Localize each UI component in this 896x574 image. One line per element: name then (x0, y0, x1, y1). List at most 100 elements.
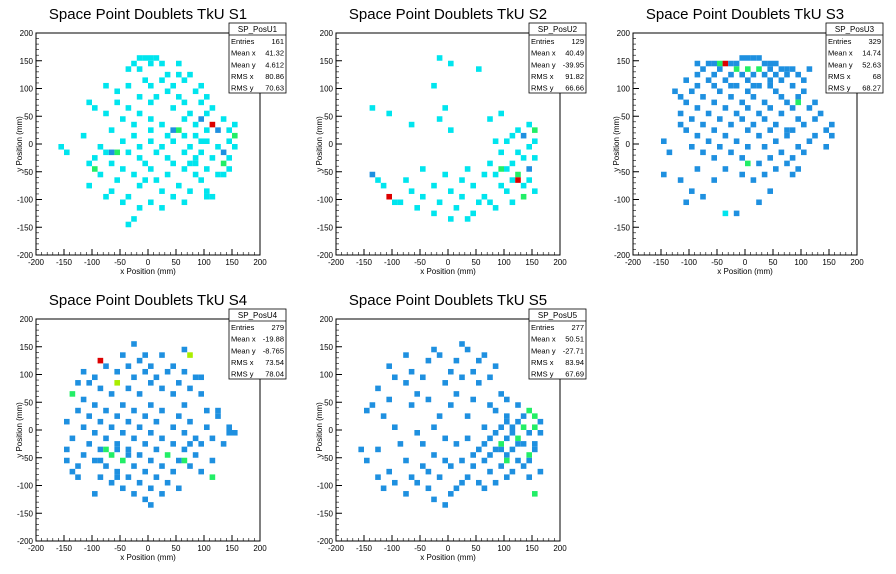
histogram-bin (498, 446, 504, 453)
histogram-bin (464, 413, 471, 419)
histogram-bin (75, 380, 81, 386)
histogram-bin (148, 502, 154, 508)
histogram-bin (215, 407, 221, 414)
histogram-bin (789, 171, 796, 178)
x-tick-label: 100 (794, 258, 808, 267)
histogram-bin (515, 171, 521, 178)
histogram-bin (728, 71, 734, 78)
histogram-bin (215, 171, 221, 178)
histogram-bin (722, 60, 729, 67)
stats-row-label: Mean y (231, 60, 256, 69)
histogram-bin (778, 66, 785, 72)
histogram-bin (75, 463, 81, 469)
histogram-bin (778, 94, 785, 100)
histogram-bin (159, 435, 165, 442)
histogram-bin (464, 435, 471, 442)
histogram-bin (192, 435, 199, 442)
histogram-bin (767, 66, 773, 72)
stats-box: SP_PosU1 Entries 161 Mean x 41.32 Mean y 4.612… (228, 22, 287, 94)
histogram-bin (476, 357, 482, 364)
histogram-bin (745, 160, 751, 167)
histogram-bin (170, 468, 176, 475)
histogram-bin (125, 446, 132, 453)
x-tick-label: -200 (328, 258, 345, 267)
x-tick-label: 150 (822, 258, 836, 267)
histogram-bin (425, 468, 432, 475)
histogram-bin (773, 60, 779, 67)
y-tick-label: 50 (621, 112, 630, 121)
histogram-bin (103, 446, 109, 453)
y-tick-label: 200 (20, 315, 34, 324)
histogram-bin (397, 199, 404, 206)
histogram-bin (448, 127, 454, 133)
histogram-bin (92, 155, 98, 161)
histogram-bin (232, 430, 238, 436)
histogram-bin (526, 457, 532, 464)
histogram-bin (386, 468, 392, 475)
x-tick-label: 100 (197, 544, 211, 553)
histogram-bin (114, 149, 120, 156)
histogram-bin (125, 105, 132, 111)
stats-row-label: Entries (231, 323, 255, 332)
histogram-bin (784, 132, 790, 139)
histogram-bin (717, 88, 723, 95)
histogram-bin (142, 160, 148, 167)
stats-row-value: -39.95 (563, 60, 584, 69)
x-tick-label: 150 (525, 258, 539, 267)
y-axis-label: y Position (mm) (15, 116, 24, 172)
histogram-bin (520, 132, 527, 139)
y-tick-label: 0 (626, 140, 631, 149)
histogram-bin (97, 446, 104, 453)
y-tick-label: -200 (317, 251, 334, 260)
histogram-bin (148, 363, 154, 369)
histogram-bin (136, 424, 143, 430)
x-tick-label: 50 (172, 258, 181, 267)
histogram-bin (198, 441, 204, 447)
x-tick-label: -100 (84, 258, 101, 267)
y-axis-label: y Position (mm) (315, 116, 324, 172)
histogram-bin (767, 82, 773, 89)
x-tick-label: 0 (146, 544, 151, 553)
x-tick-label: -100 (384, 544, 401, 553)
histogram-bin (761, 60, 768, 67)
histogram-bin (509, 446, 516, 453)
histogram-bin (526, 452, 532, 458)
histogram-bin (773, 71, 779, 78)
histogram-bin (364, 407, 370, 414)
histogram-bin (442, 435, 448, 442)
histogram-bin (187, 110, 193, 117)
histogram-bin (778, 77, 785, 83)
histogram-bin (448, 368, 454, 375)
histogram-bin (131, 60, 137, 67)
histogram-bin (750, 82, 757, 89)
histogram-bin (114, 380, 120, 386)
histogram-bin (97, 418, 104, 425)
histogram-bin (739, 171, 745, 178)
histogram-bin (705, 110, 712, 117)
histogram-bin (125, 474, 132, 480)
histogram-bin (58, 144, 64, 150)
histogram-bin (114, 368, 120, 375)
histogram-bin (420, 463, 426, 469)
histogram-bin (448, 463, 454, 469)
histogram-bin (170, 424, 176, 430)
histogram-bin (677, 94, 684, 100)
histogram-bin (532, 441, 538, 447)
histogram-bin (661, 138, 667, 144)
stats-box-name: SP_PosU1 (238, 25, 278, 34)
x-tick-label: -200 (28, 258, 45, 267)
histogram-bin (526, 121, 532, 128)
histogram-bin (80, 368, 87, 375)
histogram-bin (537, 468, 544, 475)
histogram-bin (492, 479, 499, 486)
x-tick-label: -150 (56, 258, 73, 267)
histogram-bin (829, 132, 835, 139)
x-tick-label: 150 (225, 544, 239, 553)
histogram-bin (436, 413, 443, 419)
histogram-bin (114, 441, 120, 447)
histogram-bin (504, 418, 510, 425)
histogram-bin (369, 402, 376, 408)
histogram-bin (431, 452, 437, 458)
y-tick-label: -50 (618, 168, 630, 177)
histogram-bin (448, 60, 454, 67)
